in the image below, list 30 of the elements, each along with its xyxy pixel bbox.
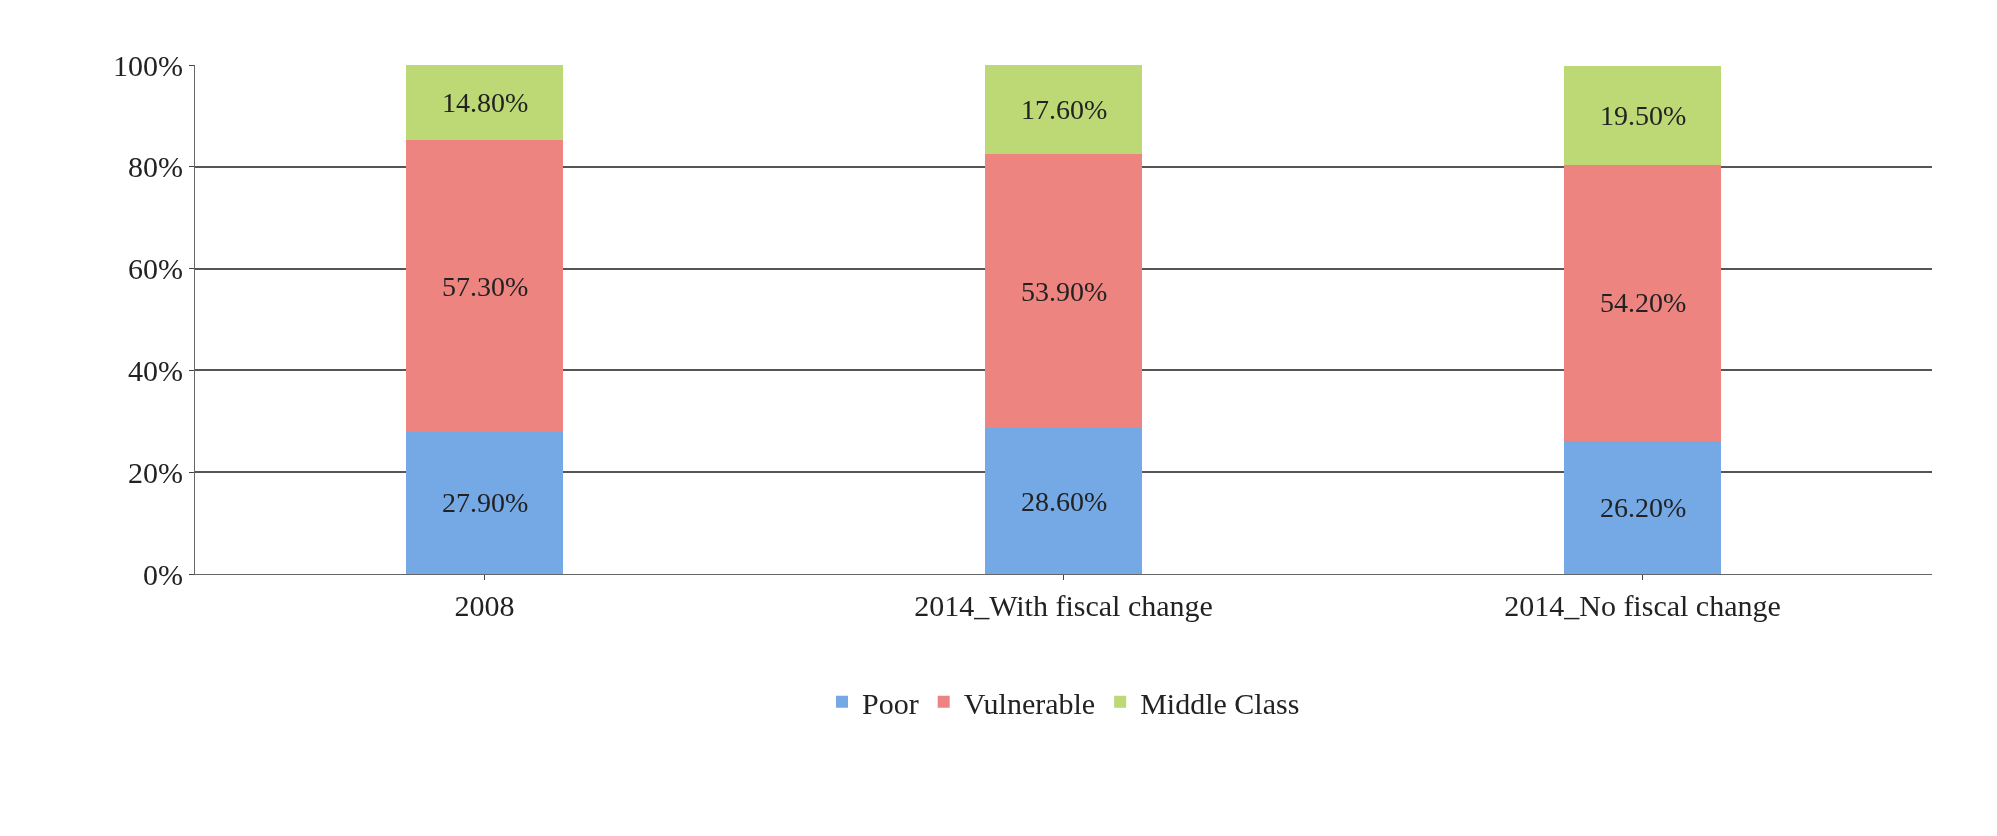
data-label: 53.90% [1021,276,1108,307]
bar [985,65,1142,155]
y-tick-label: 40% [128,353,183,387]
bar [406,140,563,432]
bar [1564,65,1721,165]
y-tick-label: 60% [128,252,183,286]
y-tick-label: 80% [128,150,183,184]
data-label: 26.20% [1600,492,1687,523]
data-label: 57.30% [442,271,529,302]
y-tick-label: 20% [128,455,183,489]
x-tick-label: 2014_No fiscal change [1504,589,1781,622]
bar [406,65,563,141]
bar [985,154,1142,429]
data-label: 17.60% [1021,94,1108,125]
bar [406,431,563,574]
data-label: 54.20% [1600,287,1687,318]
legend-label: Middle Class [1140,686,1300,720]
data-label: 19.50% [1600,100,1687,131]
legend-label: Poor [862,686,919,720]
x-tick-label: 2008 [454,589,515,622]
data-label: 27.90% [442,487,529,518]
bar [985,428,1142,574]
data-label: 14.80% [442,87,529,118]
x-tick-label: 2014_With fiscal change [914,589,1213,622]
y-tick-label: 0% [143,557,183,591]
legend-label: Vulnerable [963,686,1096,720]
bar [1564,164,1721,441]
bar [1564,440,1721,574]
y-tick-label: 100% [113,48,183,82]
data-label: 28.60% [1021,486,1108,517]
